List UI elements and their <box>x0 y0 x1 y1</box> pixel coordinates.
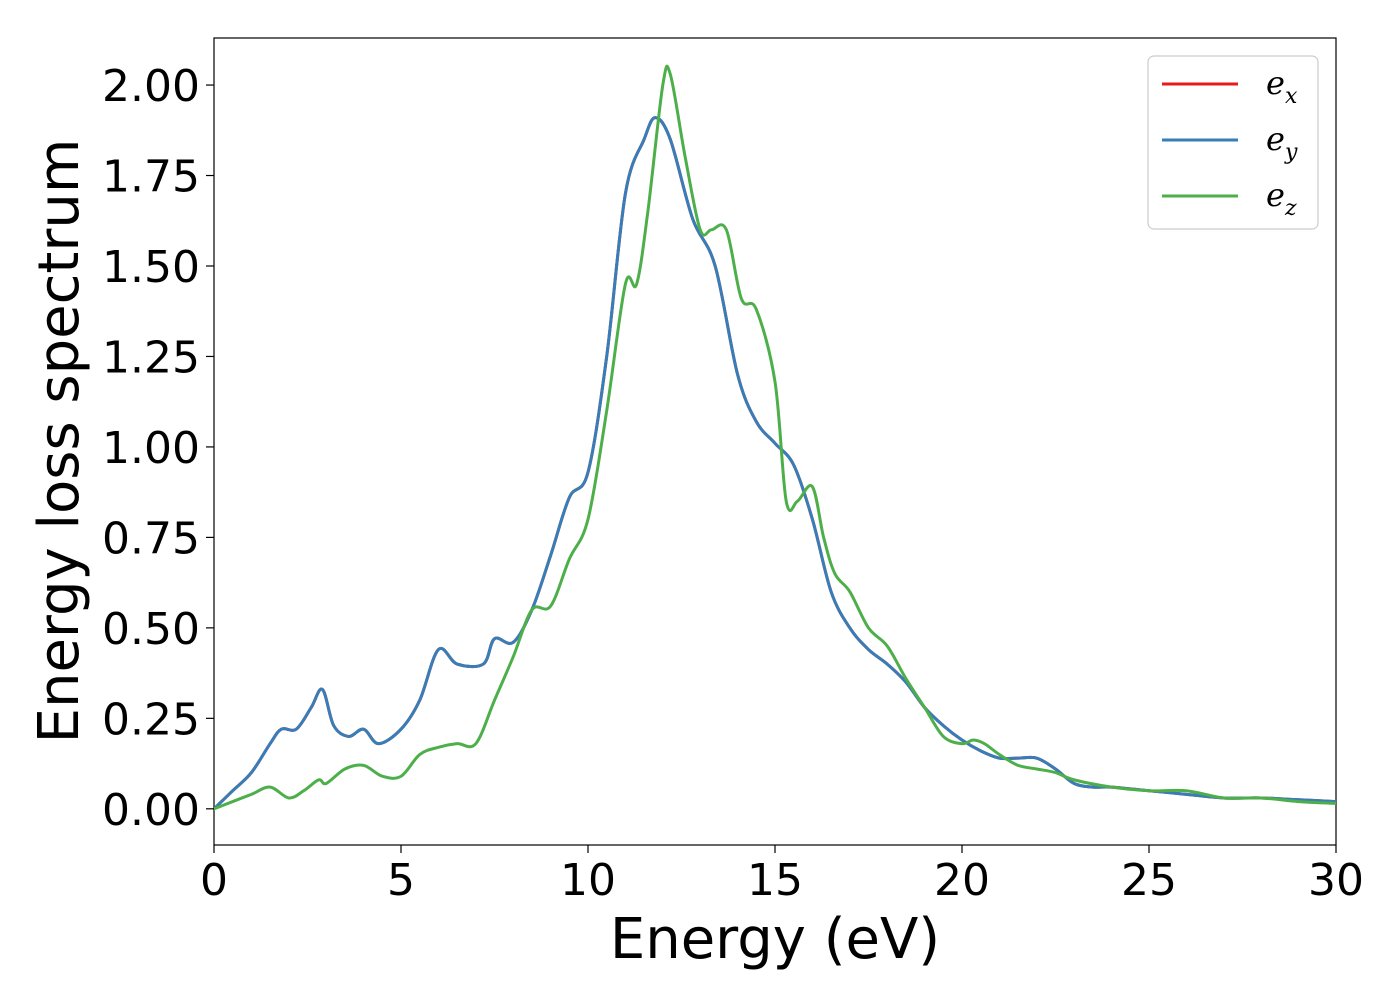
x-tick-label: 25 <box>1121 855 1177 906</box>
y-tick-label: 0.75 <box>102 513 200 564</box>
legend-entry-label: ez <box>1266 176 1297 221</box>
y-axis-ticks: 0.00 0.25 0.50 0.75 1.00 1.25 1.50 1.75 2.00 <box>102 61 214 836</box>
y-tick-label: 0.50 <box>102 604 200 655</box>
y-tick-label: 2.00 <box>102 61 200 112</box>
legend-box <box>1147 55 1319 230</box>
y-tick-label: 0.25 <box>102 694 200 745</box>
series-line-e-y <box>214 116 1336 811</box>
x-tick-label: 20 <box>934 855 990 906</box>
y-tick-label: 1.75 <box>102 152 200 203</box>
x-axis-ticks: 0 5 10 15 20 25 30 <box>200 845 1364 906</box>
y-tick-label: 1.00 <box>102 423 200 474</box>
x-tick-label: 0 <box>200 855 228 906</box>
y-axis-label: Energy loss spectrum <box>27 139 92 744</box>
x-tick-label: 30 <box>1308 855 1364 906</box>
x-axis-label: Energy (eV) <box>610 907 940 972</box>
x-tick-label: 5 <box>387 855 415 906</box>
legend-entry-label: ey <box>1266 120 1298 165</box>
legend: ex ey ez <box>1147 55 1319 230</box>
x-tick-label: 15 <box>747 855 803 906</box>
series-line-e-z <box>214 64 1336 811</box>
x-tick-label: 10 <box>560 855 616 906</box>
y-tick-label: 1.25 <box>102 332 200 383</box>
y-tick-label: 1.50 <box>102 242 200 293</box>
legend-entry-label: ex <box>1266 64 1298 109</box>
y-tick-label: 0.00 <box>102 785 200 836</box>
series-lines <box>214 64 1336 811</box>
